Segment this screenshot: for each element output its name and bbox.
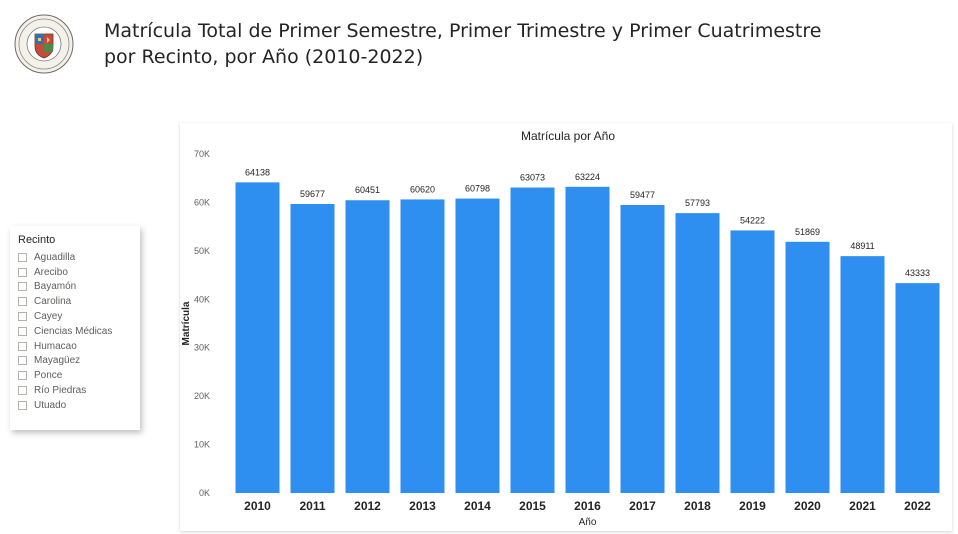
y-tick-label: 60K: [194, 197, 210, 207]
bar: [235, 182, 280, 493]
recinto-slicer: Recinto Aguadilla Arecibo Bayamón Carolina C…: [10, 226, 140, 430]
data-label: 43333: [905, 268, 930, 278]
x-tick-label: 2022: [904, 499, 931, 513]
slicer-item-label: Mayagüez: [34, 355, 81, 367]
slicer-item[interactable]: Ponce: [18, 368, 112, 383]
y-tick-label: 70K: [194, 149, 210, 159]
data-label: 60798: [465, 184, 490, 194]
bar: [400, 199, 445, 493]
checkbox[interactable]: [18, 341, 27, 351]
slicer-list: Aguadilla Arecibo Bayamón Carolina Cayey Cien…: [18, 250, 112, 413]
x-tick-label: 2015: [519, 499, 546, 513]
slicer-item-label: Aguadilla: [34, 251, 76, 263]
slicer-item-label: Utuado: [34, 399, 67, 411]
page-title-line-1: Matrícula Total de Primer Semestre, Prim…: [104, 20, 822, 42]
checkbox[interactable]: [18, 312, 27, 322]
slicer-item[interactable]: Ciencias Médicas: [18, 324, 112, 339]
slicer-item-label: Ponce: [34, 370, 63, 382]
y-tick-label: 30K: [194, 343, 210, 353]
data-label: 54222: [740, 215, 765, 225]
bar: [785, 241, 830, 493]
page-title-line-2: por Recinto, por Año (2010-2022): [104, 46, 424, 68]
data-label: 60620: [410, 184, 435, 194]
y-tick-label: 0K: [199, 488, 210, 498]
x-tick-label: 2011: [299, 499, 325, 513]
data-label: 63224: [575, 172, 600, 182]
data-label: 57793: [685, 198, 710, 208]
data-label: 48911: [850, 241, 874, 251]
x-tick-label: 2017: [629, 499, 656, 513]
slicer-item[interactable]: Aguadilla: [18, 250, 112, 265]
bar: [510, 187, 555, 493]
x-tick-label: 2021: [849, 499, 876, 513]
bar: [290, 203, 335, 494]
chart-title: Matrícula por Año: [521, 129, 615, 143]
slicer-item-label: Bayamón: [34, 281, 77, 293]
bar-chart: Matrícula por Año 0K 10K 20K 30K 40K 50K 60K 70K…: [181, 129, 940, 528]
bar: [895, 283, 940, 493]
data-label: 63073: [520, 173, 545, 183]
slicer-item-label: Ciencias Médicas: [34, 325, 113, 337]
slicer-item[interactable]: Utuado: [18, 398, 112, 413]
data-label: 59477: [630, 190, 655, 200]
checkbox[interactable]: [18, 267, 27, 277]
bar: [730, 230, 775, 494]
slicer-item[interactable]: Arecibo: [18, 265, 112, 280]
data-label: 60451: [355, 185, 380, 195]
slicer-item-label: Arecibo: [34, 266, 68, 278]
bar: [345, 200, 390, 493]
x-tick-label: 2016: [574, 499, 601, 513]
checkbox[interactable]: [18, 297, 27, 307]
x-tick-label: 2010: [244, 499, 271, 513]
bar: [620, 204, 665, 493]
slicer-item[interactable]: Mayagüez: [18, 354, 112, 369]
x-tick-label: 2012: [354, 499, 381, 513]
slicer-item[interactable]: Carolina: [18, 294, 112, 309]
checkbox[interactable]: [18, 356, 27, 366]
checkbox[interactable]: [18, 400, 27, 410]
y-tick-label: 40K: [194, 294, 210, 304]
x-axis-title: Año: [579, 517, 597, 528]
checkbox[interactable]: [18, 386, 27, 396]
x-tick-label: 2013: [409, 499, 436, 513]
slicer-item-label: Cayey: [34, 311, 63, 323]
slicer-title: Recinto: [18, 234, 56, 246]
bar: [675, 213, 720, 493]
x-tick-label: 2020: [794, 499, 821, 513]
slicer-item-label: Carolina: [34, 296, 72, 308]
checkbox[interactable]: [18, 282, 27, 292]
slicer-item[interactable]: Bayamón: [18, 280, 112, 295]
bar: [840, 256, 885, 493]
y-tick-label: 20K: [194, 391, 210, 401]
y-tick-label: 50K: [194, 246, 210, 256]
checkbox[interactable]: [18, 252, 27, 262]
page-title: Matrícula Total de Primer Semestre, Prim…: [104, 18, 821, 70]
slicer-item-label: Río Piedras: [34, 385, 87, 397]
data-label: 51869: [795, 227, 820, 237]
x-tick-label: 2014: [464, 499, 491, 513]
x-tick-label: 2019: [739, 499, 766, 513]
slicer-item[interactable]: Humacao: [18, 339, 112, 354]
y-tick-label: 10K: [194, 440, 210, 450]
university-seal-icon: [14, 14, 74, 74]
bar: [455, 198, 500, 493]
slicer-item-label: Humacao: [34, 340, 77, 352]
slicer-item[interactable]: Cayey: [18, 309, 112, 324]
chart-card: Matrícula por Año 0K 10K 20K 30K 40K 50K 60K 70K…: [180, 123, 952, 531]
slicer-item[interactable]: Río Piedras: [18, 383, 112, 398]
checkbox[interactable]: [18, 326, 27, 336]
y-axis-title: Matrícula: [181, 301, 192, 345]
data-label: 59677: [300, 189, 325, 199]
bar: [565, 186, 610, 494]
checkbox[interactable]: [18, 371, 27, 381]
x-tick-label: 2018: [684, 499, 711, 513]
data-label: 64138: [245, 167, 270, 177]
